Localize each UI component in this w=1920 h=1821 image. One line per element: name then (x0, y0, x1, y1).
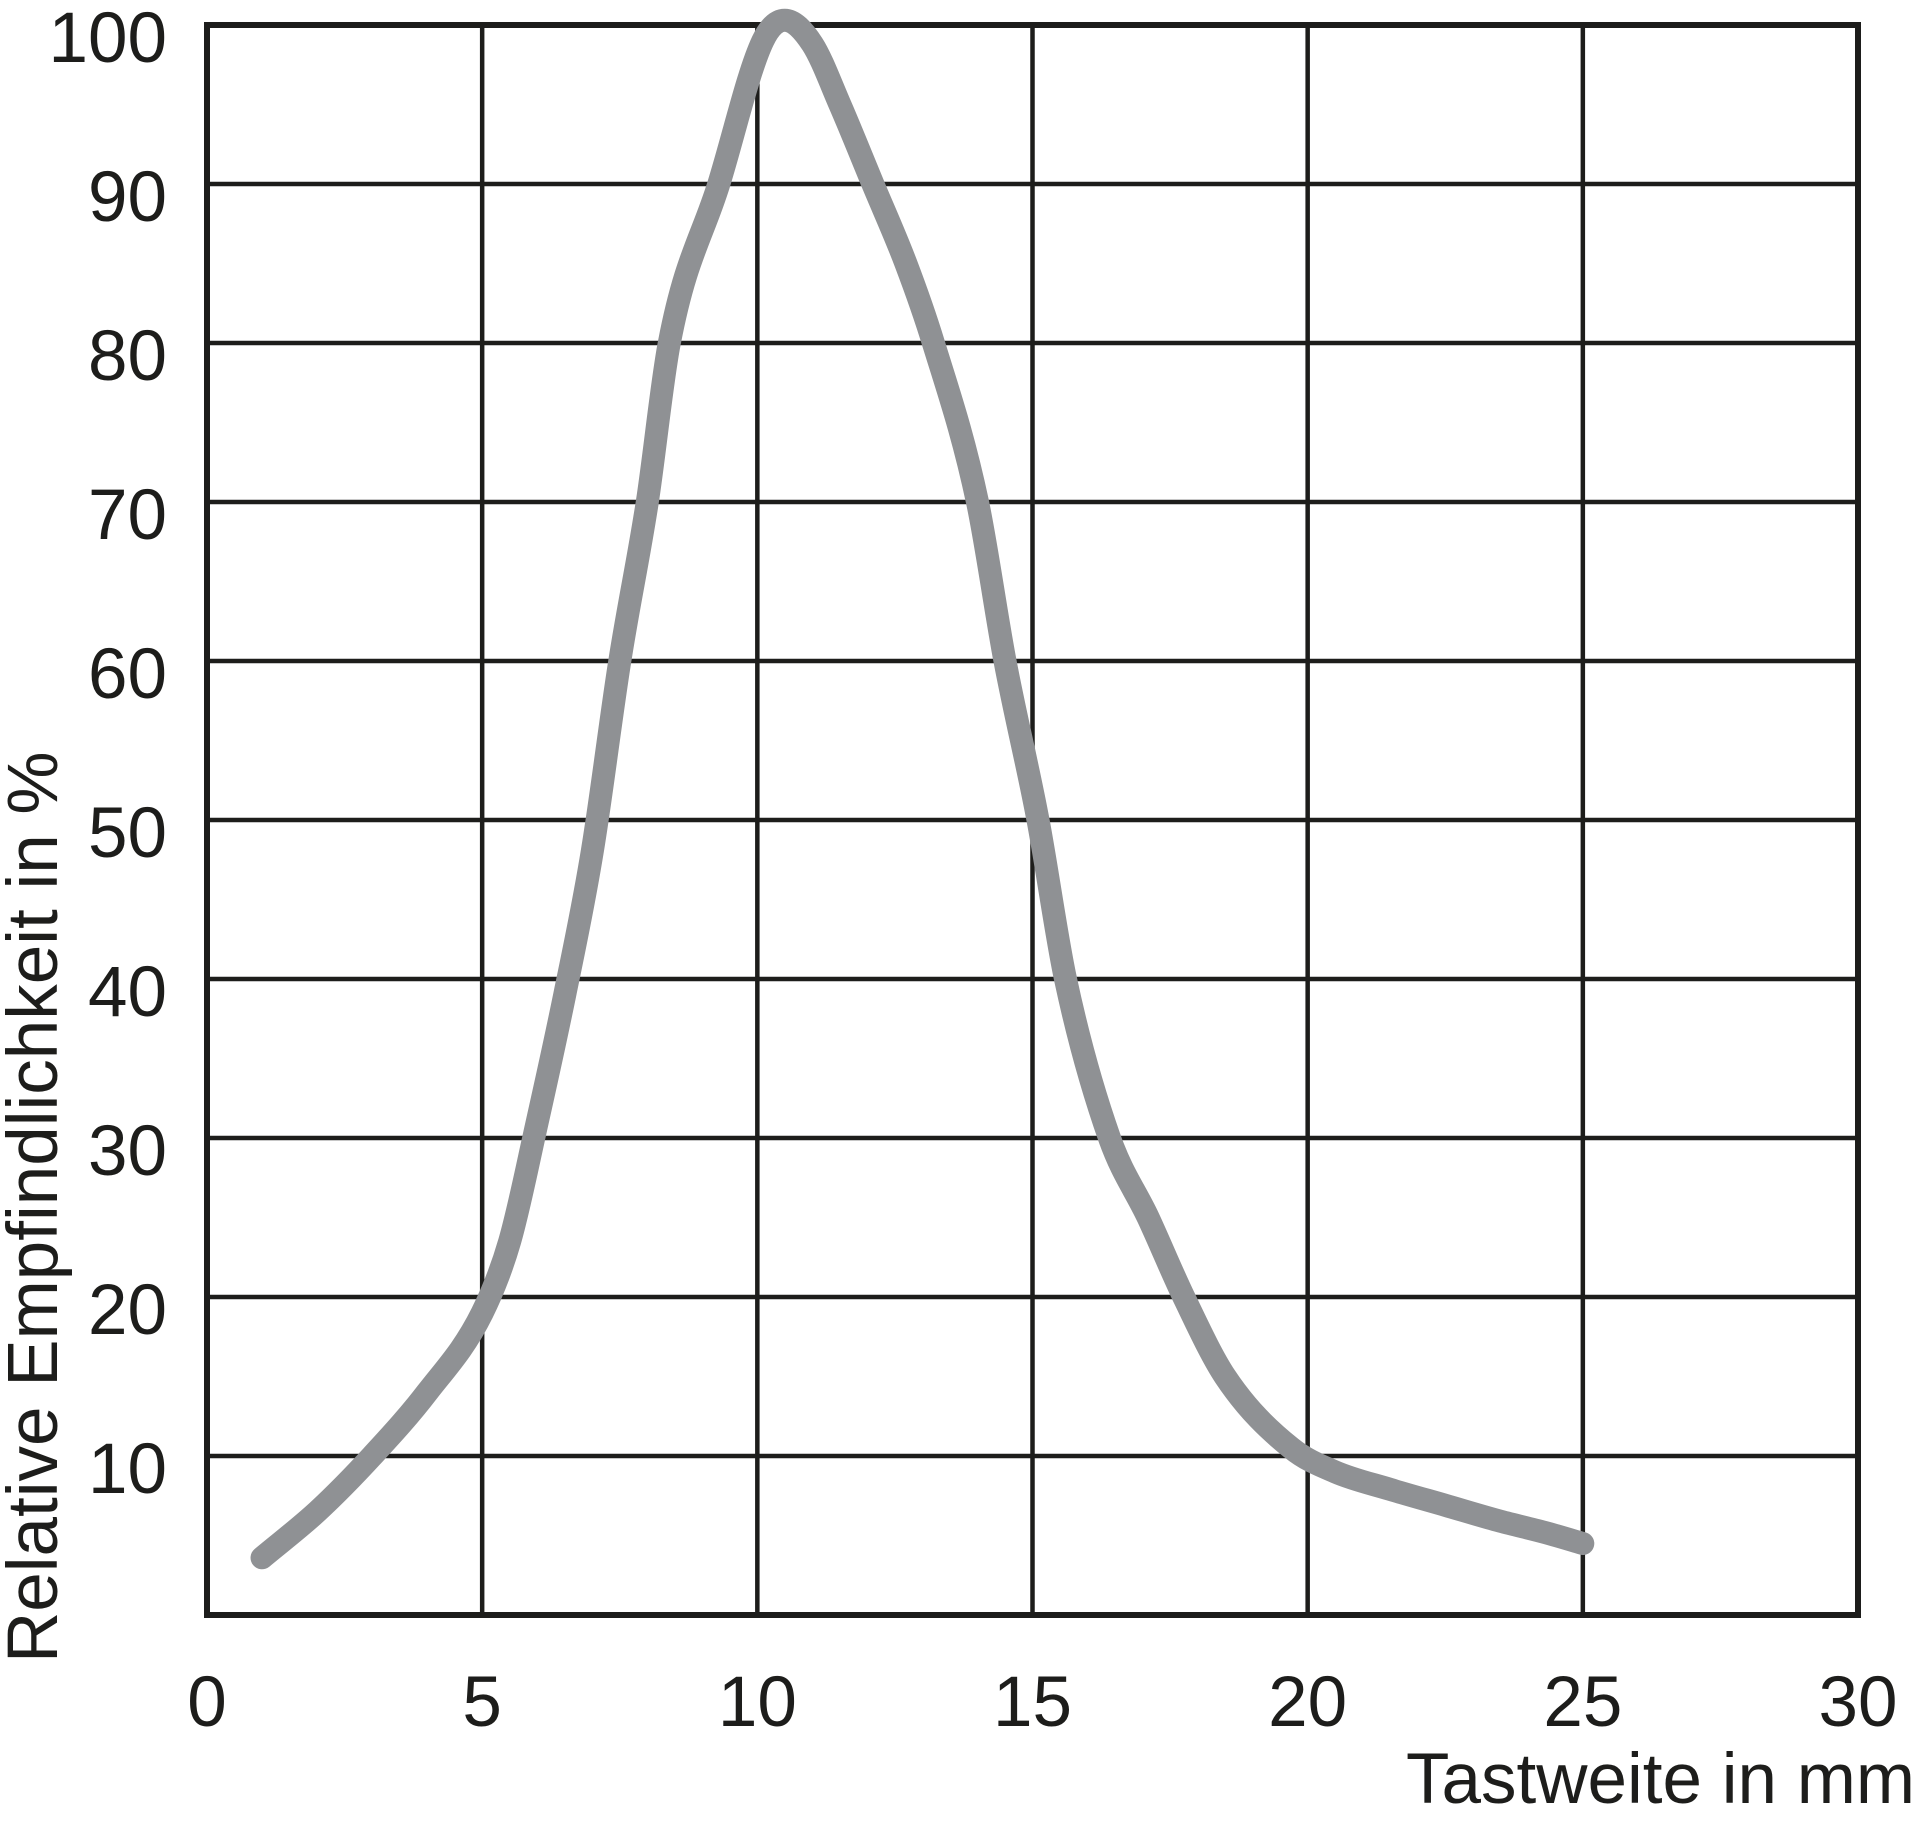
y-tick-label: 20 (88, 1271, 167, 1350)
x-tick-label: 30 (1819, 1663, 1898, 1742)
x-tick-label: 5 (462, 1663, 502, 1742)
y-tick-label: 80 (88, 317, 167, 396)
x-axis-title: Tastweite in mm (1406, 1740, 1915, 1819)
y-tick-label: 50 (88, 794, 167, 873)
x-tick-label: 25 (1543, 1663, 1622, 1742)
y-axis-tick-labels: 10 20 30 40 50 60 70 80 90 100 (49, 0, 167, 1509)
y-tick-label: 60 (88, 635, 167, 714)
y-tick-label: 10 (88, 1430, 167, 1509)
x-axis-tick-labels: 0 5 10 15 20 25 30 (187, 1663, 1897, 1742)
y-tick-label: 30 (88, 1112, 167, 1191)
x-tick-label: 10 (718, 1663, 797, 1742)
y-tick-label: 90 (88, 158, 167, 237)
y-tick-label: 70 (88, 476, 167, 555)
grid (207, 25, 1858, 1615)
plot-frame (204, 22, 1861, 1618)
x-tick-label: 15 (993, 1663, 1072, 1742)
y-tick-label: 100 (49, 0, 167, 78)
y-axis-title: Relative Empfindlichkeit in % (0, 751, 73, 1663)
x-tick-label: 0 (187, 1663, 227, 1742)
x-tick-label: 20 (1268, 1663, 1347, 1742)
y-tick-label: 40 (88, 953, 167, 1032)
sensitivity-curve (250, 8, 1595, 1570)
